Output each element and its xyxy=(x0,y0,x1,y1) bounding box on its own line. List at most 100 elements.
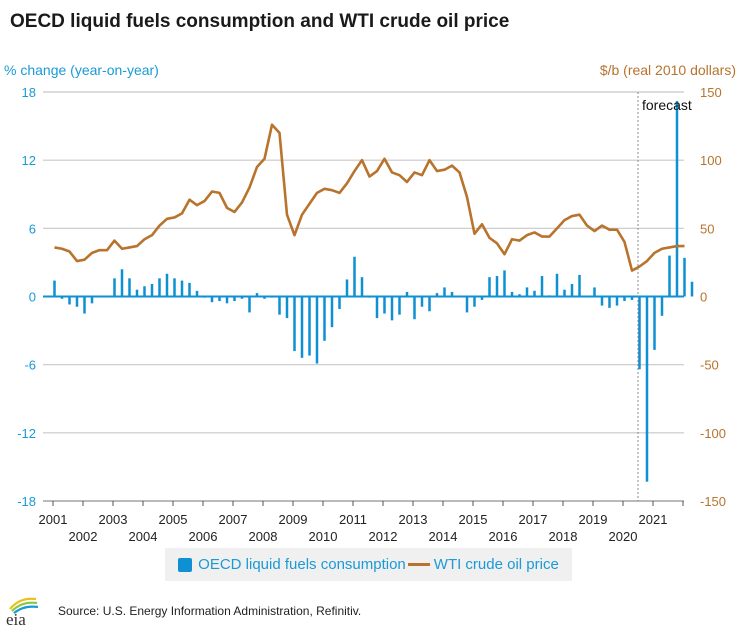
bar xyxy=(645,296,649,482)
bar xyxy=(638,296,641,370)
bar xyxy=(405,291,409,297)
bar xyxy=(150,284,154,297)
x-tick-label: 2002 xyxy=(69,529,98,544)
right-axis-title: $/b (real 2010 dollars) xyxy=(599,62,736,78)
bar xyxy=(510,291,514,297)
bar xyxy=(278,296,281,315)
legend-label-consumption: OECD liquid fuels consumption xyxy=(198,556,406,573)
bar xyxy=(675,101,679,297)
x-tick-label: 2018 xyxy=(549,529,578,544)
bar xyxy=(600,296,604,306)
bar xyxy=(570,284,574,297)
x-tick-label: 2005 xyxy=(159,512,188,527)
left-tick-label: 0 xyxy=(29,290,36,305)
x-tick-label: 2016 xyxy=(489,529,518,544)
bar xyxy=(668,255,671,297)
legend-label-wti: WTI crude oil price xyxy=(433,556,559,573)
right-tick-label: 50 xyxy=(700,221,714,236)
bar xyxy=(495,276,499,297)
x-tick-label: 2001 xyxy=(39,512,68,527)
bar xyxy=(398,296,401,315)
bar xyxy=(540,276,544,297)
forecast-label: forecast xyxy=(642,97,692,113)
left-axis-title: % change (year-on-year) xyxy=(4,62,159,78)
bar xyxy=(248,296,251,313)
left-tick-label: 18 xyxy=(22,85,36,100)
bar xyxy=(75,296,79,307)
bar xyxy=(308,296,311,356)
bar xyxy=(383,296,386,314)
bar xyxy=(293,296,296,352)
right-tick-label: -100 xyxy=(700,426,726,441)
bar xyxy=(218,296,221,302)
right-tick-label: 100 xyxy=(700,153,722,168)
bar xyxy=(555,273,559,297)
bar xyxy=(360,277,364,297)
bar xyxy=(488,277,491,297)
bar xyxy=(420,296,424,307)
x-tick-label: 2014 xyxy=(429,529,458,544)
bar xyxy=(323,296,326,341)
bar xyxy=(390,296,394,321)
bar xyxy=(345,279,349,297)
bar xyxy=(53,280,56,297)
bar xyxy=(450,291,454,297)
bar-swatch-icon xyxy=(178,557,193,572)
legend: OECD liquid fuels consumption WTI crude … xyxy=(165,548,572,581)
x-tick-label: 2019 xyxy=(579,512,608,527)
right-tick-label: 150 xyxy=(700,85,722,100)
bar xyxy=(623,296,626,302)
bar xyxy=(653,296,656,350)
bar xyxy=(660,296,664,316)
bar xyxy=(683,257,686,297)
eia-logo-icon: eia xyxy=(4,595,44,629)
bar xyxy=(563,289,566,297)
bar xyxy=(338,296,341,309)
bar xyxy=(330,296,334,328)
footer: eia Source: U.S. Energy Information Admi… xyxy=(4,595,361,629)
right-tick-label: 0 xyxy=(700,290,707,305)
bar xyxy=(465,296,469,313)
bar xyxy=(195,290,199,297)
bar xyxy=(255,293,259,297)
bar xyxy=(240,296,244,299)
bar xyxy=(413,296,416,320)
x-tick-label: 2010 xyxy=(309,529,338,544)
bar xyxy=(428,296,431,312)
bar xyxy=(375,296,379,319)
bar xyxy=(210,296,214,303)
left-tick-label: -6 xyxy=(24,358,36,373)
line-swatch-icon xyxy=(407,563,430,566)
left-tick-label: -18 xyxy=(17,494,36,509)
bar xyxy=(113,278,116,297)
x-tick-label: 2017 xyxy=(519,512,548,527)
bar xyxy=(690,281,694,297)
x-tick-label: 2021 xyxy=(639,512,668,527)
bar xyxy=(263,296,266,299)
bar xyxy=(233,296,236,302)
x-tick-label: 2009 xyxy=(279,512,308,527)
left-tick-label: 12 xyxy=(22,153,36,168)
legend-item-wti[interactable]: WTI crude oil price xyxy=(406,556,559,573)
x-tick-label: 2007 xyxy=(219,512,248,527)
legend-item-consumption[interactable]: OECD liquid fuels consumption xyxy=(178,556,406,573)
bar xyxy=(90,296,94,304)
bar xyxy=(435,293,439,297)
x-tick-label: 2004 xyxy=(129,529,158,544)
left-tick-label: 6 xyxy=(29,221,36,236)
chart-title: OECD liquid fuels consumption and WTI cr… xyxy=(10,11,510,32)
bar xyxy=(630,296,634,300)
bar xyxy=(188,282,191,297)
bar xyxy=(173,278,176,297)
bar xyxy=(578,274,581,297)
bar xyxy=(143,286,146,297)
x-tick-label: 2003 xyxy=(99,512,128,527)
bar xyxy=(615,296,619,306)
x-tick-label: 2015 xyxy=(459,512,488,527)
x-tick-label: 2006 xyxy=(189,529,218,544)
x-tick-label: 2012 xyxy=(369,529,398,544)
left-tick-label: -12 xyxy=(17,426,36,441)
bar xyxy=(443,287,446,297)
right-tick-label: -50 xyxy=(700,358,719,373)
x-tick-label: 2008 xyxy=(249,529,278,544)
